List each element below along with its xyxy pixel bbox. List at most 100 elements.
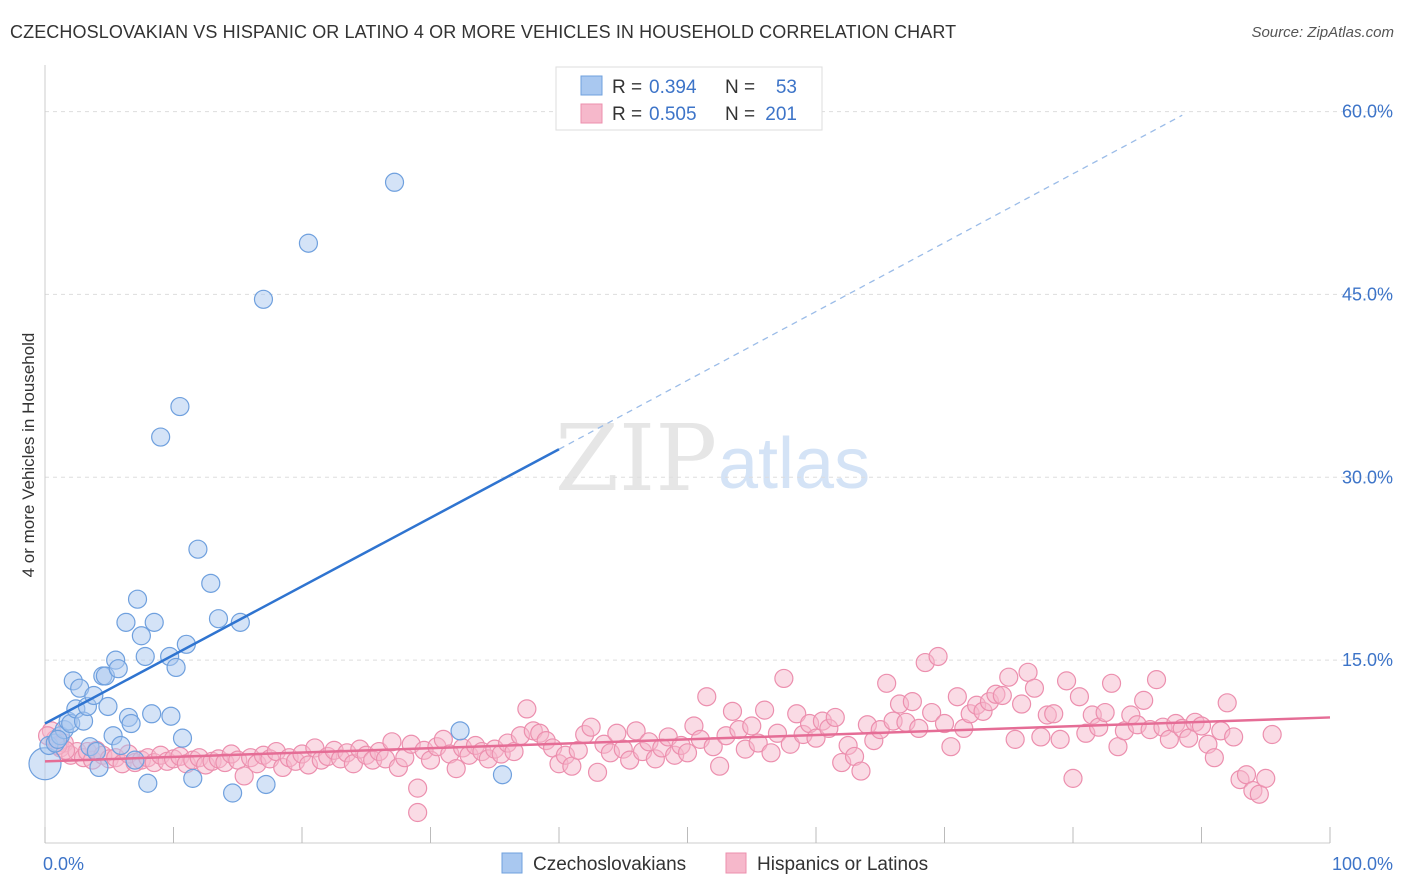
- point-hispanic-181: [1191, 716, 1212, 736]
- point-hispanic-153: [1011, 694, 1032, 714]
- point-hispanic-192: [1262, 724, 1282, 745]
- y-axis-label: 4 or more Vehicles in Household: [19, 333, 38, 578]
- point-hispanic-93: [626, 721, 646, 741]
- point-czechoslovakian-50: [450, 721, 470, 741]
- point-czechoslovakian-27: [127, 589, 148, 609]
- point-hispanic-139: [922, 702, 942, 723]
- point-hispanic-136: [902, 691, 922, 712]
- point-hispanic-118: [787, 704, 807, 724]
- legend-n-value-pink: 201: [765, 104, 797, 125]
- point-hispanic-151: [999, 667, 1019, 687]
- point-hispanic-65: [446, 759, 466, 779]
- point-czechoslovakian-31: [142, 704, 162, 724]
- point-hispanic-191: [1256, 768, 1276, 788]
- legend-n-label-blue: N =: [725, 77, 755, 98]
- point-hispanic-112: [748, 733, 768, 753]
- point-hispanic-113: [754, 700, 775, 720]
- x-tick-label-max: 100.0%: [1332, 854, 1393, 874]
- point-hispanic-143: [947, 687, 967, 707]
- stats-legend: R = 0.394 N = 53 R = 0.505 N = 201: [555, 66, 823, 131]
- point-hispanic-183: [1204, 748, 1224, 768]
- point-czechoslovakian-40: [183, 768, 203, 788]
- bottom-legend-swatch-pink: [725, 852, 747, 874]
- point-czechoslovakian-15: [89, 757, 109, 778]
- point-czechoslovakian-41: [188, 539, 208, 559]
- point-hispanic-55: [382, 732, 402, 752]
- legend-r-label-pink: R =: [612, 104, 642, 125]
- watermark-zip: ZIP: [555, 405, 717, 512]
- point-czechoslovakian-44: [223, 783, 243, 803]
- point-hispanic-161: [1063, 768, 1083, 788]
- point-hispanic-162: [1069, 687, 1090, 707]
- point-czechoslovakian-14: [86, 741, 107, 762]
- point-hispanic-115: [767, 723, 788, 743]
- point-hispanic-108: [722, 701, 743, 721]
- point-czechoslovakian-49: [384, 172, 405, 192]
- y-tick-label-1: 30.0%: [1342, 467, 1393, 487]
- point-hispanic-132: [877, 673, 897, 693]
- point-czechoslovakian-28: [131, 626, 151, 646]
- point-czechoslovakian-48: [298, 233, 319, 253]
- legend-swatch-pink: [580, 103, 603, 124]
- y-tick-label-3: 60.0%: [1342, 102, 1393, 122]
- point-hispanic-101: [677, 743, 698, 763]
- y-tick-label-2: 45.0%: [1342, 284, 1393, 304]
- point-hispanic-142: [941, 737, 961, 757]
- legend-n-value-blue: 53: [776, 77, 797, 98]
- point-hispanic-150: [992, 685, 1012, 706]
- legend-n-label-pink: N =: [725, 104, 755, 125]
- point-hispanic-116: [774, 668, 794, 689]
- y-tick-labels: 15.0% 30.0% 45.0% 60.0%: [1342, 102, 1393, 671]
- point-hispanic-174: [1146, 670, 1167, 690]
- point-czechoslovakian-18: [98, 696, 118, 717]
- point-czechoslovakian-37: [170, 396, 190, 417]
- point-czechoslovakian-22: [111, 735, 131, 756]
- point-czechoslovakian-32: [144, 612, 164, 632]
- point-hispanic-76: [517, 699, 537, 719]
- legend-swatch-blue: [580, 75, 603, 96]
- axes: [44, 65, 1331, 844]
- point-hispanic-104: [697, 687, 717, 707]
- point-czechoslovakian-23: [116, 612, 136, 632]
- point-hispanic-141: [934, 713, 955, 734]
- watermark-atlas: atlas: [718, 424, 870, 504]
- point-hispanic-128: [851, 761, 871, 781]
- point-czechoslovakian-43: [208, 609, 229, 629]
- bottom-legend-label-pink: Hispanics or Latinos: [757, 854, 928, 875]
- point-hispanic-193: [408, 802, 428, 823]
- chart-title: CZECHOSLOVAKIAN VS HISPANIC OR LATINO 4 …: [10, 22, 957, 42]
- trend-lines: [44, 114, 1331, 763]
- point-hispanic-137: [909, 718, 929, 739]
- point-hispanic-152: [1005, 729, 1025, 749]
- point-czechoslovakian-51: [492, 765, 513, 785]
- series-legend: Czechoslovakians Hispanics or Latinos: [501, 852, 928, 875]
- point-hispanic-185: [1217, 693, 1237, 713]
- point-hispanic-186: [1224, 727, 1244, 747]
- trend-line-czechoslovakian: [44, 448, 560, 725]
- point-hispanic-111: [742, 716, 762, 736]
- point-hispanic-158: [1044, 704, 1064, 724]
- point-hispanic-32: [234, 766, 254, 786]
- source-note: Source: ZipAtlas.com: [1251, 24, 1394, 41]
- point-hispanic-167: [1101, 673, 1122, 693]
- bottom-legend-swatch-blue: [501, 852, 523, 874]
- point-czechoslovakian-46: [253, 289, 274, 309]
- point-hispanic-159: [1050, 729, 1070, 749]
- point-hispanic-124: [825, 707, 845, 728]
- grid-lines: [45, 111, 1390, 661]
- legend-r-label-blue: R =: [612, 77, 642, 98]
- point-hispanic-106: [710, 756, 730, 776]
- trend-line-czechoslovakian-extrapolated: [558, 114, 1183, 450]
- bottom-legend-label-blue: Czechoslovakians: [533, 854, 686, 875]
- point-czechoslovakian-36: [166, 657, 186, 678]
- x-tick-label-min: 0.0%: [43, 854, 84, 874]
- point-czechoslovakian-38: [172, 728, 193, 748]
- point-hispanic-166: [1095, 702, 1115, 723]
- legend-r-value-blue: 0.394: [649, 77, 697, 98]
- point-hispanic-86: [581, 717, 601, 737]
- point-hispanic-156: [1031, 727, 1051, 747]
- point-hispanic-155: [1024, 678, 1045, 698]
- point-hispanic-140: [928, 646, 948, 667]
- point-czechoslovakian-42: [201, 573, 221, 593]
